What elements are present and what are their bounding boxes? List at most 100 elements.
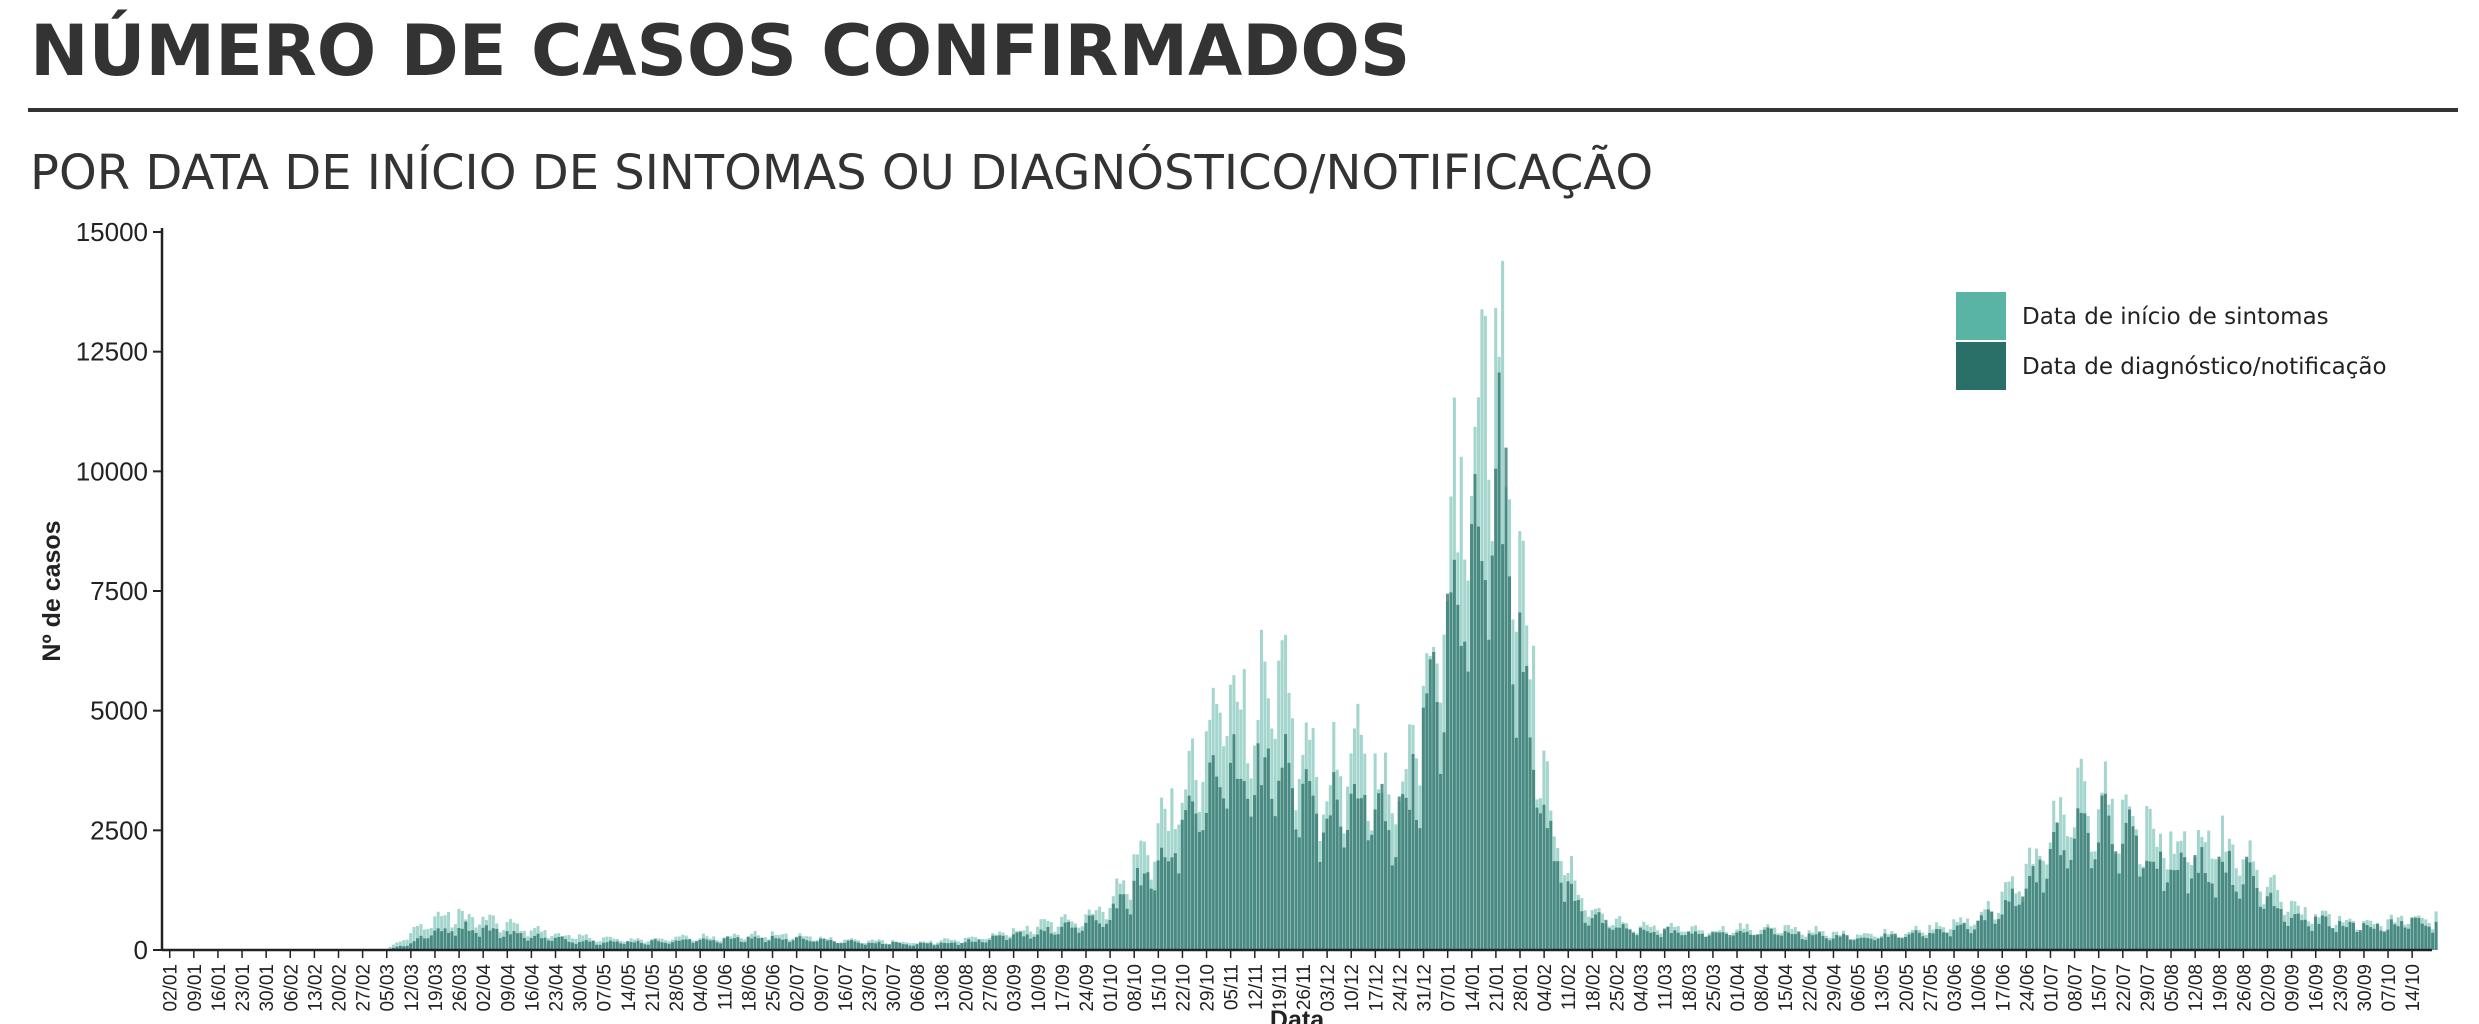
diagnosis-bar: [980, 942, 984, 950]
diagnosis-bar: [1952, 929, 1956, 950]
diagnosis-bar: [2431, 932, 2435, 950]
diagnosis-bar: [2396, 926, 2400, 950]
diagnosis-bar: [1370, 834, 1374, 950]
diagnosis-bar: [1373, 809, 1377, 950]
diagnosis-bar: [488, 930, 492, 950]
diagnosis-bar: [2251, 876, 2256, 950]
diagnosis-bar: [2362, 923, 2366, 950]
diagnosis-bar: [1862, 937, 1866, 950]
diagnosis-bar: [412, 941, 416, 950]
diagnosis-bar: [495, 928, 499, 950]
diagnosis-bar: [595, 944, 599, 950]
diagnosis-bar: [529, 937, 533, 950]
diagnosis-bar: [1893, 933, 1897, 950]
x-tick-label: 02/09: [2258, 964, 2279, 1012]
diagnosis-bar: [2138, 876, 2142, 950]
x-tick-label: 02/01: [161, 964, 182, 1012]
diagnosis-bar: [1115, 908, 1119, 950]
diagnosis-bar: [1208, 762, 1212, 950]
diagnosis-bar: [1246, 798, 1250, 950]
diagnosis-bar: [2207, 882, 2211, 950]
diagnosis-bar: [1197, 831, 1201, 950]
diagnosis-bar: [1824, 938, 1828, 950]
x-tick-label: 06/08: [908, 964, 929, 1012]
x-tick-label: 19/03: [426, 964, 447, 1012]
x-tick-label: 06/02: [281, 964, 302, 1012]
diagnosis-bar: [1366, 840, 1370, 950]
diagnosis-bar: [2010, 888, 2014, 950]
diagnosis-bar: [1215, 776, 1219, 950]
diagnosis-bar: [850, 940, 854, 950]
diagnosis-bar: [1690, 933, 1694, 950]
x-tick-label: 23/01: [233, 964, 254, 1012]
diagnosis-bar: [605, 942, 609, 950]
diagnosis-bar: [2062, 850, 2066, 950]
x-tick-label: 09/09: [2283, 964, 2304, 1012]
diagnosis-bar: [2034, 882, 2039, 950]
diagnosis-bar: [901, 944, 905, 950]
symptoms-bar: [402, 940, 406, 950]
diagnosis-bar: [1390, 865, 1394, 950]
diagnosis-bar: [1494, 468, 1498, 950]
x-tick-label: 25/06: [764, 964, 785, 1012]
diagnosis-bar: [1979, 915, 1983, 950]
diagnosis-bar: [536, 933, 540, 950]
diagnosis-bar: [819, 938, 823, 950]
diagnosis-bar: [2241, 884, 2245, 950]
diagnosis-bar: [1080, 930, 1084, 950]
diagnosis-bar: [991, 935, 995, 950]
diagnosis-bar: [881, 944, 885, 950]
diagnosis-bar: [447, 932, 451, 950]
diagnosis-bar: [1339, 826, 1343, 950]
diagnosis-bar: [877, 941, 881, 950]
x-tick-label: 28/01: [1511, 964, 1532, 1012]
diagnosis-bar: [1525, 665, 1529, 950]
x-tick-label: 08/04: [1752, 964, 1773, 1012]
diagnosis-bar: [2320, 915, 2324, 950]
diagnosis-bar: [1284, 734, 1288, 950]
diagnosis-bar: [419, 935, 423, 950]
x-tick-label: 18/06: [739, 964, 760, 1012]
diagnosis-bar: [760, 937, 764, 950]
diagnosis-bar: [2003, 900, 2008, 950]
diagnosis-bar: [1122, 894, 1126, 950]
x-tick-label: 29/04: [1824, 964, 1845, 1012]
x-tick-label: 13/02: [305, 964, 326, 1012]
diagnosis-bar: [2107, 815, 2111, 950]
diagnosis-bar: [2307, 926, 2311, 950]
diagnosis-bar: [1649, 932, 1653, 950]
diagnosis-bar: [722, 938, 726, 950]
diagnosis-bar: [1597, 912, 1601, 950]
diagnosis-bar: [1101, 927, 1105, 950]
diagnosis-bar: [715, 942, 719, 950]
diagnosis-bar: [543, 937, 547, 950]
x-tick-label: 31/12: [1415, 964, 1436, 1012]
diagnosis-bar: [874, 943, 878, 950]
diagnosis-bar: [1652, 932, 1656, 950]
diagnosis-bar: [2017, 904, 2021, 950]
x-tick-label: 04/03: [1632, 964, 1653, 1012]
x-tick-label: 15/07: [2090, 964, 2111, 1012]
diagnosis-bar: [2090, 868, 2094, 950]
diagnosis-bar: [1749, 934, 1753, 950]
diagnosis-bar: [1990, 911, 1994, 950]
diagnosis-bar: [1104, 923, 1108, 950]
diagnosis-bar: [1297, 837, 1301, 950]
symptoms-bar: [416, 925, 420, 950]
diagnosis-bar: [1966, 929, 1970, 950]
diagnosis-bar: [1463, 641, 1467, 950]
diagnosis-bar: [1766, 927, 1770, 950]
diagnosis-bar: [619, 943, 623, 950]
diagnosis-bar: [1294, 829, 1298, 950]
diagnosis-bar: [460, 928, 464, 950]
x-tick-label: 09/01: [185, 964, 206, 1012]
diagnosis-bar: [1721, 932, 1725, 950]
diagnosis-bar: [832, 941, 836, 950]
x-tick-label: 02/04: [474, 964, 495, 1012]
diagnosis-bar: [1924, 938, 1928, 950]
diagnosis-bar: [1556, 861, 1560, 950]
diagnosis-bar: [1187, 795, 1191, 950]
diagnosis-bar: [1945, 932, 1949, 950]
diagnosis-bar: [1380, 783, 1384, 950]
diagnosis-bar: [1625, 928, 1629, 950]
